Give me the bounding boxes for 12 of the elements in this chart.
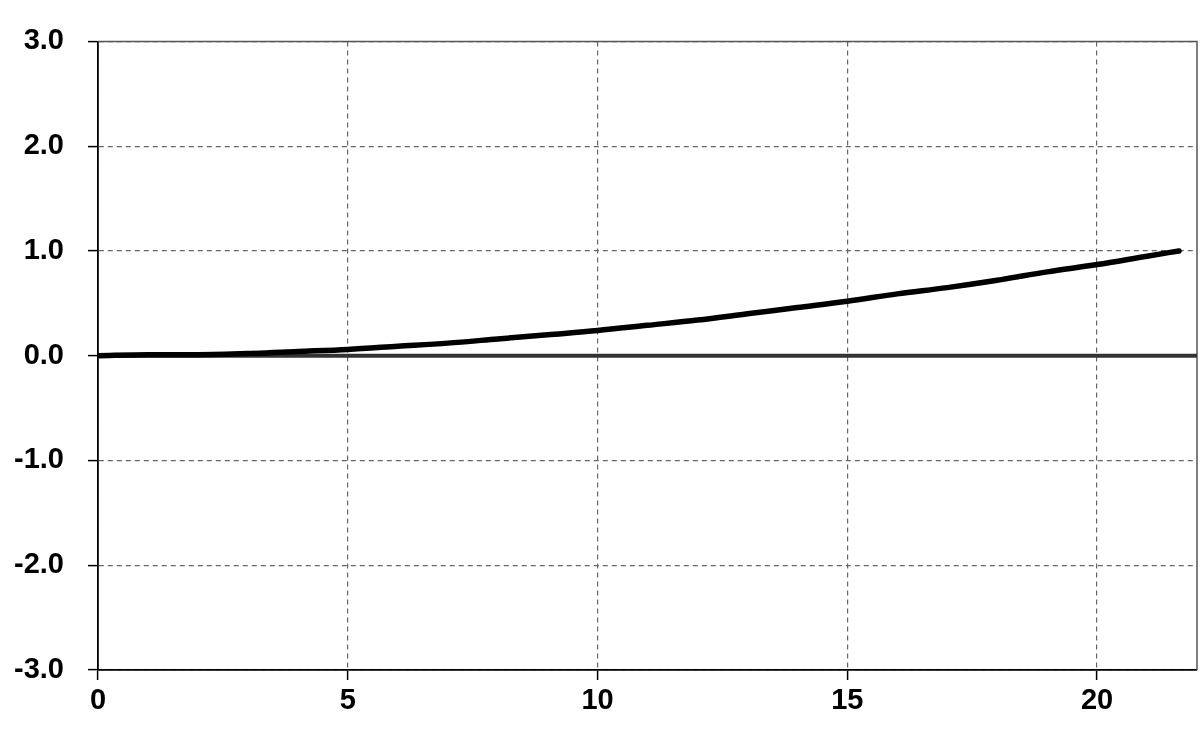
y-tick-label: -2.0 <box>14 547 64 580</box>
x-tick-label: 0 <box>89 683 107 716</box>
x-tick-label: 15 <box>831 683 864 716</box>
x-tick-label: 10 <box>581 683 614 716</box>
y-tick-label: 1.0 <box>23 232 64 265</box>
x-tick-label: 20 <box>1080 683 1114 716</box>
y-tick-label: 3.0 <box>23 23 64 56</box>
x-tick-label: 5 <box>339 683 356 716</box>
y-tick-label: -3.0 <box>14 652 64 684</box>
y-tick-label: 2.0 <box>23 128 64 161</box>
y-tick-label: 0.0 <box>23 337 64 370</box>
y-tick-label: -1.0 <box>14 442 64 475</box>
